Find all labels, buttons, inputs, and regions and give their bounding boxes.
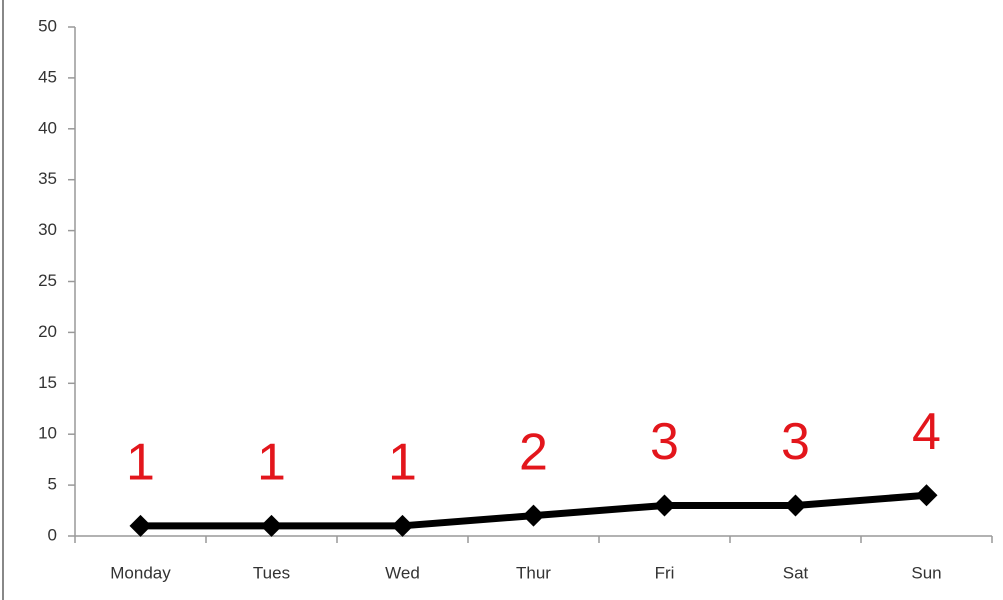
data-label: 1 <box>257 434 286 492</box>
y-tick-label: 50 <box>38 16 57 35</box>
y-tick-label: 0 <box>48 525 57 544</box>
marker <box>915 484 938 507</box>
x-tick-label: Tues <box>253 563 290 582</box>
y-tick-label: 5 <box>48 475 57 494</box>
x-tick-label: Sun <box>911 563 941 582</box>
marker <box>391 514 414 537</box>
marker <box>260 514 283 537</box>
x-tick-label: Monday <box>110 563 171 582</box>
marker <box>653 494 676 517</box>
y-tick-label: 15 <box>38 373 57 392</box>
x-tick-label: Thur <box>516 563 551 582</box>
data-label: 1 <box>388 434 417 492</box>
y-tick-label: 45 <box>38 67 57 86</box>
y-tick-label: 40 <box>38 118 57 137</box>
marker <box>784 494 807 517</box>
y-tick-label: 25 <box>38 271 57 290</box>
y-tick-label: 20 <box>38 322 57 341</box>
x-tick-label: Wed <box>385 563 420 582</box>
data-label: 3 <box>650 413 679 471</box>
data-label: 4 <box>912 403 941 461</box>
y-tick-label: 10 <box>38 424 57 443</box>
x-tick-label: Sat <box>783 563 809 582</box>
y-tick-label: 35 <box>38 169 57 188</box>
data-label: 2 <box>519 423 548 481</box>
marker <box>522 504 545 527</box>
x-tick-label: Fri <box>655 563 675 582</box>
marker <box>129 514 152 537</box>
data-label: 3 <box>781 413 810 471</box>
data-label: 1 <box>126 434 155 492</box>
y-tick-label: 30 <box>38 220 57 239</box>
